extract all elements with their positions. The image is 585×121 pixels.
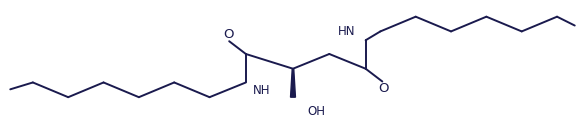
- Polygon shape: [291, 69, 295, 97]
- Text: O: O: [223, 28, 233, 41]
- Text: NH: NH: [253, 84, 270, 97]
- Text: O: O: [378, 82, 388, 95]
- Text: OH: OH: [308, 105, 326, 118]
- Text: HN: HN: [338, 25, 356, 38]
